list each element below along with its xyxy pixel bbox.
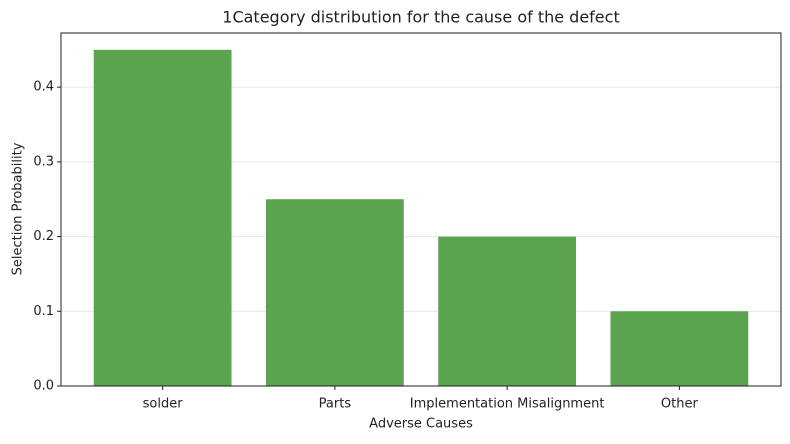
bar bbox=[610, 311, 749, 386]
bar bbox=[438, 236, 577, 386]
bar bbox=[265, 199, 404, 386]
y-tick-label: 0.4 bbox=[33, 80, 54, 95]
plot-frame bbox=[60, 32, 782, 387]
x-axis-label: Adverse Causes bbox=[369, 417, 473, 432]
bar bbox=[93, 49, 232, 387]
x-tick-label: Implementation Misalignment bbox=[410, 397, 605, 412]
y-axis-label: Selection Probability bbox=[11, 142, 26, 275]
y-tick-label: 0.0 bbox=[33, 379, 54, 394]
x-tick-label: solder bbox=[143, 397, 184, 412]
y-tick-label: 0.2 bbox=[33, 229, 54, 244]
y-tick-label: 0.3 bbox=[33, 154, 54, 169]
y-tick-label: 0.1 bbox=[33, 304, 54, 319]
x-tick-label: Other bbox=[661, 397, 699, 412]
x-tick-label: Parts bbox=[319, 397, 352, 412]
chart-title: 1Category distribution for the cause of … bbox=[222, 8, 619, 27]
